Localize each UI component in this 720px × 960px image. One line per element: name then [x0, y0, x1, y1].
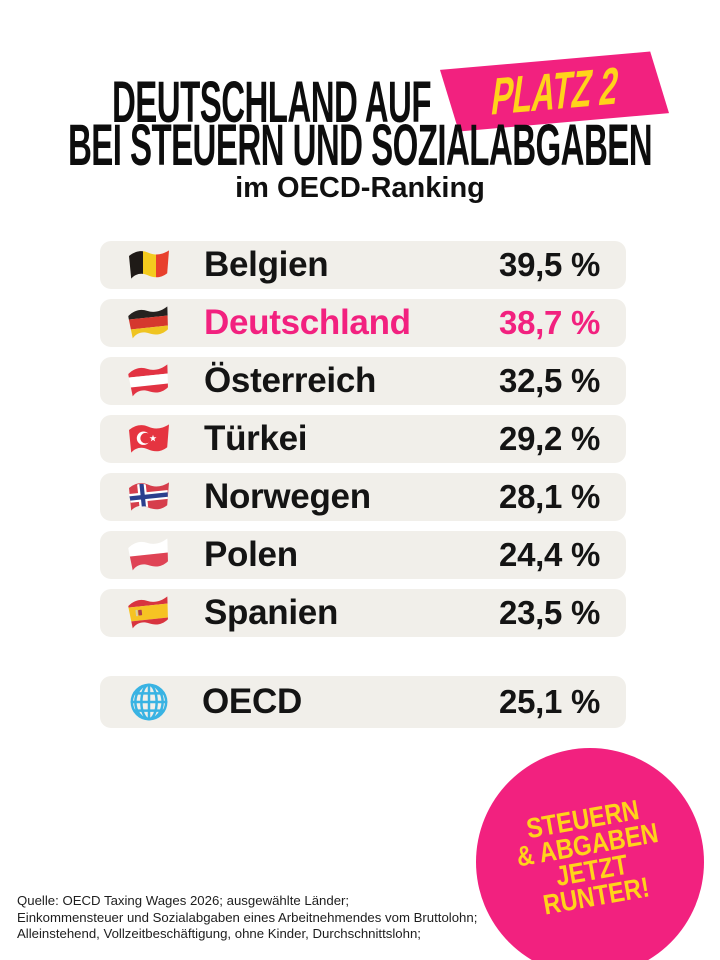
globe-icon	[128, 681, 170, 723]
value-label: 25,1 %	[499, 683, 600, 720]
country-label: Türkei	[204, 419, 308, 458]
title-line2: BEI STEUERN UND SOZIALABGABEN	[67, 113, 653, 178]
ranking-row-tuerkei: Türkei 29,2 %	[100, 415, 626, 463]
country-label: OECD	[202, 682, 302, 721]
ranking-row-norwegen: Norwegen 28,1 %	[100, 473, 626, 521]
campaign-sticker: STEUERN & ABGABEN JETZT RUNTER!	[476, 748, 704, 960]
value-label: 23,5 %	[499, 594, 600, 631]
norway-flag-icon	[126, 479, 172, 515]
ranking-row-spanien: Spanien 23,5 %	[100, 589, 626, 637]
source-note: Quelle: OECD Taxing Wages 2026; ausgewäh…	[17, 893, 477, 943]
title-line1-text: DEUTSCHLAND AUF	[112, 70, 432, 135]
value-label: 24,4 %	[499, 536, 600, 573]
ranking-row-belgien: Belgien 39,5 %	[100, 241, 626, 289]
ranking-row-oesterreich: Österreich 32,5 %	[100, 357, 626, 405]
country-label: Österreich	[204, 361, 377, 400]
ranking-row-polen: Polen 24,4 %	[100, 531, 626, 579]
ranking-row-deutschland: Deutschland 38,7 %	[100, 299, 626, 347]
spain-flag-icon	[126, 595, 172, 631]
value-label: 32,5 %	[499, 362, 600, 399]
source-line: Quelle: OECD Taxing Wages 2026; ausgewäh…	[17, 893, 350, 908]
subtitle: im OECD-Ranking	[235, 172, 485, 204]
country-label: Spanien	[204, 593, 339, 632]
country-label: Norwegen	[204, 477, 371, 516]
source-line: Einkommensteuer und Sozialabgaben eines …	[17, 909, 478, 925]
country-label: Belgien	[204, 245, 329, 284]
ranking-list: Belgien 39,5 % Deutschland 38,7 %	[100, 241, 626, 637]
ranking-row-oecd: OECD 25,1 %	[100, 676, 626, 728]
value-label: 28,1 %	[499, 478, 600, 515]
value-label: 39,5 %	[499, 246, 600, 283]
poland-flag-icon	[126, 537, 172, 573]
belgium-flag-icon	[126, 247, 172, 283]
country-label: Polen	[204, 535, 298, 574]
country-label: Deutschland	[204, 303, 411, 342]
campaign-sticker-text: STEUERN & ABGABEN JETZT RUNTER!	[497, 792, 681, 924]
value-label: 38,7 %	[499, 304, 600, 341]
source-line: Alleinstehend, Vollzeitbeschäftigung, oh…	[17, 926, 421, 942]
germany-flag-icon	[126, 305, 172, 341]
title-line1: DEUTSCHLAND AUF	[112, 74, 672, 132]
turkey-flag-icon	[126, 421, 172, 457]
austria-flag-icon	[126, 363, 172, 399]
value-label: 29,2 %	[499, 420, 600, 457]
